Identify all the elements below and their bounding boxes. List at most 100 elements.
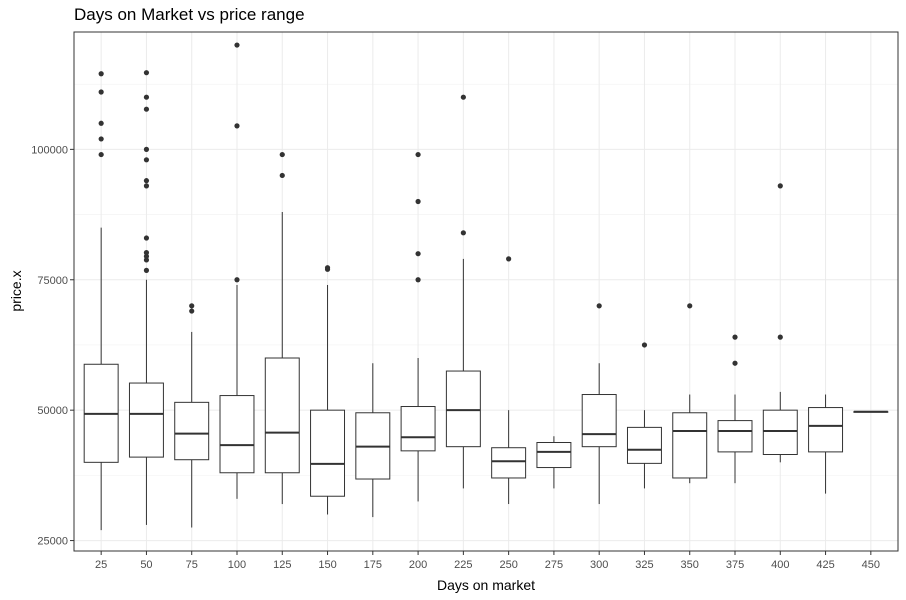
box-group bbox=[128, 70, 164, 525]
box-group bbox=[626, 342, 662, 489]
outlier-point bbox=[143, 253, 150, 259]
box-iqr bbox=[672, 412, 708, 479]
outlier-point bbox=[415, 198, 421, 205]
box-group bbox=[83, 71, 119, 531]
outlier-point bbox=[98, 151, 104, 158]
box-iqr bbox=[128, 382, 164, 458]
outlier-point bbox=[234, 123, 240, 129]
box-group bbox=[491, 256, 527, 505]
outlier-point bbox=[641, 342, 648, 348]
box-group bbox=[174, 303, 210, 528]
box-group bbox=[672, 303, 708, 484]
outlier-point bbox=[415, 151, 421, 158]
box-iqr bbox=[264, 357, 300, 474]
x-tick-label: 350 bbox=[681, 559, 699, 571]
tick-layer: 25000 50000 75000 100000 25 50 75 100 125 150 175 2… bbox=[31, 144, 880, 571]
box-group bbox=[355, 363, 391, 518]
outlier-point bbox=[143, 257, 150, 263]
x-tick-label: 425 bbox=[816, 559, 834, 571]
box-group bbox=[400, 151, 436, 502]
x-tick-label: 275 bbox=[545, 559, 563, 571]
box-iqr bbox=[491, 447, 527, 479]
x-tick-label: 100 bbox=[228, 559, 246, 571]
y-tick-label: 25000 bbox=[37, 536, 68, 548]
outlier-point bbox=[143, 94, 150, 100]
x-tick-label: 25 bbox=[95, 559, 107, 571]
box-iqr bbox=[536, 442, 572, 469]
outlier-point bbox=[777, 183, 783, 189]
outlier-point bbox=[143, 183, 150, 189]
outlier-point bbox=[687, 303, 693, 309]
x-tick-label: 250 bbox=[499, 559, 517, 571]
y-tick-label: 75000 bbox=[37, 275, 68, 287]
outlier-point bbox=[98, 71, 104, 77]
outlier-point bbox=[98, 136, 104, 142]
box-iqr bbox=[174, 401, 210, 461]
box-iqr bbox=[626, 426, 662, 464]
box-group bbox=[310, 265, 346, 515]
outlier-point bbox=[143, 146, 150, 152]
outlier-point bbox=[189, 303, 195, 309]
x-tick-label: 125 bbox=[273, 559, 291, 571]
outlier-point bbox=[460, 230, 466, 236]
chart-title: Days on Market vs price range bbox=[74, 5, 305, 24]
outlier-point bbox=[143, 106, 150, 112]
panel-border bbox=[73, 31, 899, 552]
outlier-point bbox=[415, 251, 421, 257]
outlier-point bbox=[415, 277, 421, 283]
x-tick-label: 225 bbox=[454, 559, 472, 571]
box-group bbox=[445, 94, 481, 489]
outlier-point bbox=[732, 360, 738, 366]
outlier-point bbox=[234, 277, 240, 283]
outlier-point bbox=[143, 267, 150, 273]
outlier-point bbox=[98, 89, 104, 95]
box-iqr bbox=[310, 409, 346, 497]
outlier-point bbox=[189, 308, 195, 314]
outlier-point bbox=[143, 70, 150, 76]
outlier-point bbox=[234, 42, 240, 48]
box-iqr bbox=[219, 395, 255, 474]
box-iqr bbox=[400, 406, 436, 452]
box-iqr bbox=[581, 394, 617, 448]
box-iqr bbox=[762, 409, 798, 456]
box-group bbox=[536, 436, 572, 489]
outlier-point bbox=[279, 151, 285, 158]
box-iqr bbox=[445, 370, 481, 448]
box-group bbox=[853, 410, 889, 413]
x-tick-label: 150 bbox=[318, 559, 336, 571]
x-tick-label: 75 bbox=[186, 559, 198, 571]
outlier-point bbox=[777, 334, 783, 340]
box-group bbox=[762, 183, 798, 463]
box-group bbox=[717, 334, 753, 484]
outlier-point bbox=[324, 265, 331, 271]
outlier-point bbox=[143, 157, 150, 163]
x-tick-label: 375 bbox=[726, 559, 744, 571]
x-tick-label: 325 bbox=[635, 559, 653, 571]
box-layer bbox=[83, 42, 889, 531]
outlier-point bbox=[732, 334, 738, 340]
outlier-point bbox=[143, 178, 150, 184]
outlier-point bbox=[143, 250, 150, 256]
grid-layer bbox=[74, 32, 898, 551]
box-group bbox=[219, 42, 255, 499]
x-tick-label: 200 bbox=[409, 559, 427, 571]
outlier-point bbox=[460, 94, 466, 100]
x-tick-label: 300 bbox=[590, 559, 608, 571]
outlier-point bbox=[596, 303, 602, 309]
x-tick-label: 400 bbox=[771, 559, 789, 571]
outlier-point bbox=[506, 256, 512, 262]
outlier-point bbox=[98, 120, 104, 126]
y-tick-label: 100000 bbox=[31, 144, 68, 156]
box-iqr bbox=[717, 420, 753, 453]
box-iqr bbox=[808, 407, 844, 453]
x-axis-title: Days on market bbox=[437, 577, 535, 593]
y-tick-label: 50000 bbox=[37, 405, 68, 417]
box-group bbox=[264, 151, 300, 505]
x-tick-label: 175 bbox=[364, 559, 382, 571]
y-axis-title: price.x bbox=[8, 270, 24, 311]
outlier-point bbox=[143, 235, 150, 241]
box-group bbox=[808, 394, 844, 494]
x-tick-label: 50 bbox=[140, 559, 152, 571]
x-tick-label: 450 bbox=[862, 559, 880, 571]
